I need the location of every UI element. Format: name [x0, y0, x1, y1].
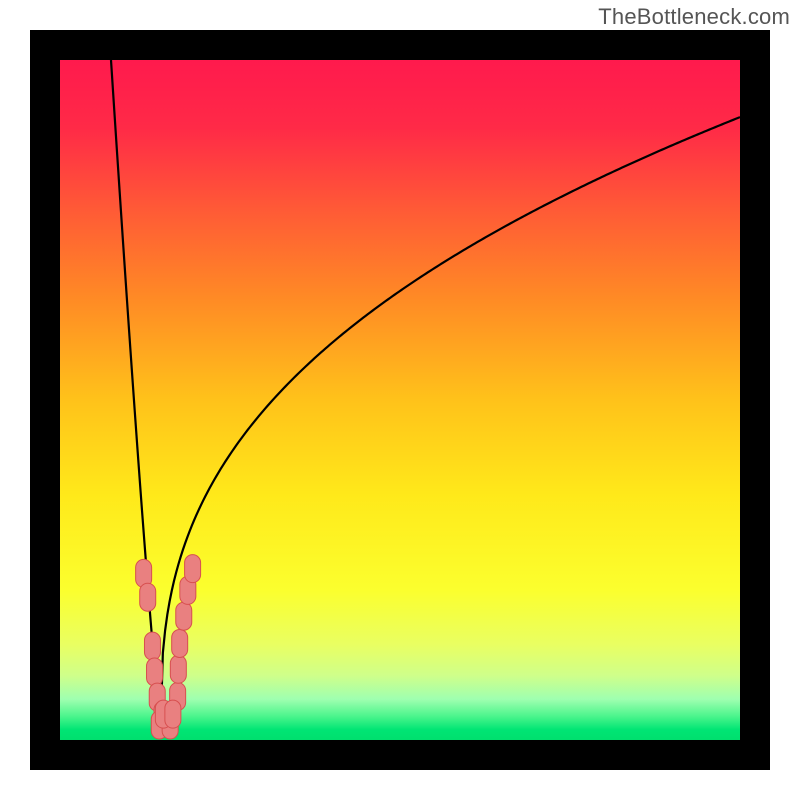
plot-frame: [30, 30, 770, 770]
marker-left: [140, 583, 156, 611]
bottleneck-curve: [111, 60, 740, 726]
marker-right: [172, 629, 188, 657]
marker-left: [144, 632, 160, 660]
marker-right: [176, 602, 192, 630]
watermark-label: TheBottleneck.com: [598, 4, 790, 30]
chart-root: TheBottleneck.com: [0, 0, 800, 800]
marker-left: [147, 658, 163, 686]
marker-right: [170, 655, 186, 683]
marker-right: [185, 555, 201, 583]
marker-bottom: [165, 700, 181, 728]
chart-svg: [60, 60, 740, 740]
